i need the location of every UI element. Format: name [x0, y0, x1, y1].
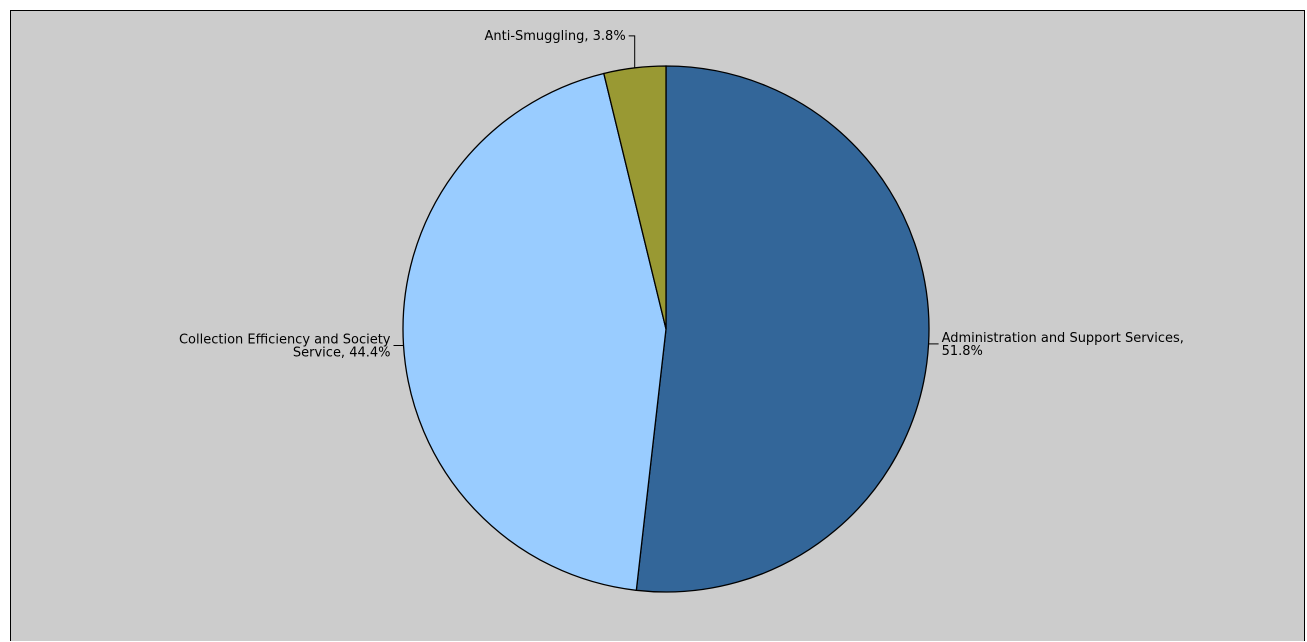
slice-label-line: Administration and Support Services, [942, 331, 1184, 346]
slice-label-line: Anti-Smuggling, 3.8% [484, 29, 625, 44]
slice-label-line: 51.8% [942, 344, 983, 359]
labels-layer: Administration and Support Services, 51.8… [179, 29, 1184, 361]
slice-label-line: Collection Efficiency and Society [179, 333, 391, 348]
slice-label: Collection Efficiency and Society Service… [179, 333, 391, 361]
slices-layer [402, 65, 930, 593]
pie-chart: Administration and Support Services, 51.8… [179, 29, 1184, 593]
leader-line [628, 35, 636, 68]
pie-slice-anti-smuggling [603, 65, 667, 330]
pie-slice-collection-efficiency-and-society-service [402, 72, 667, 592]
slice-label: Anti-Smuggling, 3.8% [484, 29, 625, 44]
pie-slice-administration-and-support-services [635, 65, 930, 593]
slice-label-line: Service, 44.4% [293, 346, 391, 361]
chart-frame: Administration and Support Services, 51.8… [10, 10, 1305, 641]
slice-label: Administration and Support Services, 51.8… [942, 331, 1184, 359]
